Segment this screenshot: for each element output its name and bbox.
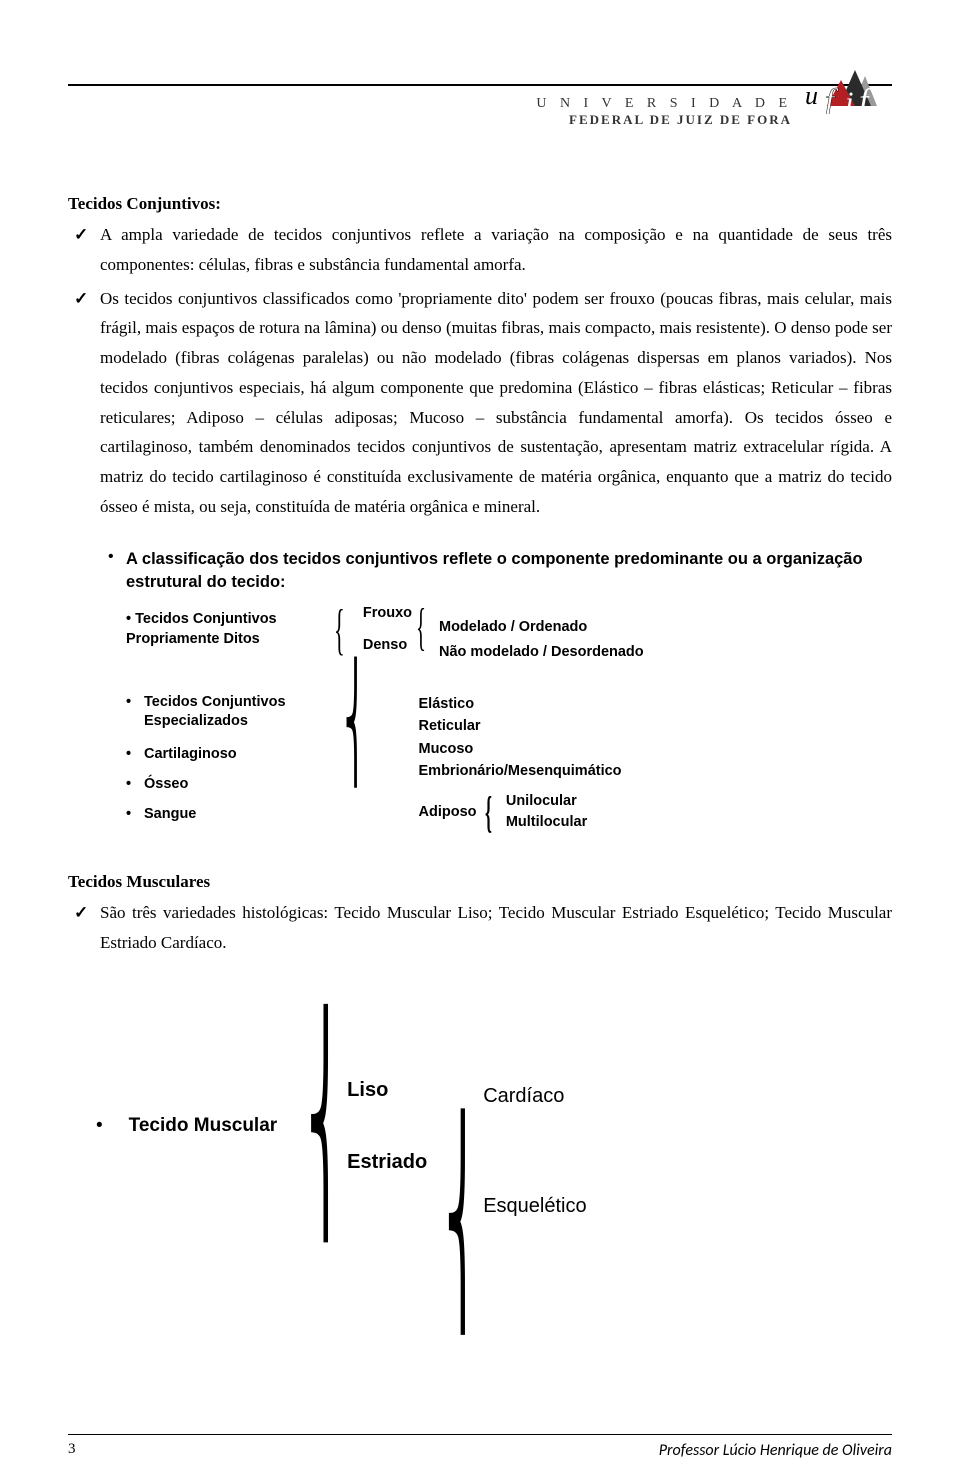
adiposo-unilocular: Unilocular bbox=[506, 791, 587, 813]
section-conjuntivos: Tecidos Conjuntivos: A ampla variedade d… bbox=[68, 194, 892, 522]
branch-denso: Denso bbox=[363, 630, 412, 662]
label-adiposo: Adiposo bbox=[419, 801, 477, 823]
brace-icon: ⎨ bbox=[307, 1056, 317, 1196]
sub-esqueletico: Esquelético bbox=[483, 1151, 586, 1261]
page-number: 3 bbox=[68, 1441, 76, 1460]
brace-icon: { bbox=[334, 605, 345, 655]
mid-elastico: Elástico bbox=[419, 693, 622, 715]
section-musculares: Tecidos Musculares São três variedades h… bbox=[68, 872, 892, 958]
list-item: Os tecidos conjuntivos classificados com… bbox=[68, 284, 892, 522]
svg-text:u: u bbox=[805, 81, 818, 110]
page-header: u f j f U N I V E R S I D A D E FEDERAL … bbox=[68, 84, 892, 164]
page-footer: 3 Professor Lúcio Henrique de Oliveira bbox=[68, 1434, 892, 1460]
section-title-conjuntivos: Tecidos Conjuntivos: bbox=[68, 194, 892, 214]
classification-diagram: • A classificação dos tecidos conjuntivo… bbox=[108, 548, 892, 836]
university-logo-block: u f j f U N I V E R S I D A D E FEDERAL … bbox=[536, 84, 892, 128]
branch-liso: Liso bbox=[347, 1054, 427, 1126]
university-name-line2: FEDERAL DE JUIZ DE FORA bbox=[536, 112, 792, 128]
diagram-group-propriamente: • Tecidos Conjuntivos Propriamente Ditos… bbox=[108, 595, 892, 664]
brace-icon: ⎨ bbox=[344, 689, 367, 757]
branch-frouxo: Frouxo bbox=[363, 598, 412, 630]
adiposo-multilocular: Multilocular bbox=[506, 812, 587, 834]
label-sangue: Sangue bbox=[126, 806, 350, 822]
label-especializados: Tecidos Conjuntivos Especializados bbox=[126, 693, 350, 732]
professor-name: Professor Lúcio Henrique de Oliveira bbox=[659, 1441, 892, 1460]
brace-icon: { bbox=[416, 607, 426, 649]
sub-nao-modelado: Não modelado / Desordenado bbox=[439, 640, 644, 665]
mid-embrionario: Embrionário/Mesenquimático bbox=[419, 760, 622, 782]
bullet-icon: • bbox=[96, 1115, 103, 1137]
musculares-list: São três variedades histológicas: Tecido… bbox=[68, 898, 892, 958]
diagram-group-especializados: Tecidos Conjuntivos Especializados Carti… bbox=[108, 693, 892, 836]
list-item: São três variedades histológicas: Tecido… bbox=[68, 898, 892, 958]
label-propriamente: Tecidos Conjuntivos Propriamente Ditos bbox=[126, 611, 277, 647]
label-cartilaginoso: Cartilaginoso bbox=[126, 746, 350, 762]
university-name-line1: U N I V E R S I D A D E bbox=[536, 96, 792, 112]
diagram-heading: A classificação dos tecidos conjuntivos … bbox=[126, 550, 863, 592]
label-osseo: Ósseo bbox=[126, 776, 350, 792]
brace-icon: { bbox=[485, 795, 492, 830]
mid-mucoso: Mucoso bbox=[419, 738, 622, 760]
branch-estriado: Estriado bbox=[347, 1126, 427, 1198]
ufjf-logo-icon: u f j f bbox=[797, 66, 897, 114]
conjuntivos-list: A ampla variedade de tecidos conjuntivos… bbox=[68, 220, 892, 522]
sub-cardiaco: Cardíaco bbox=[483, 1041, 586, 1151]
list-item: A ampla variedade de tecidos conjuntivos… bbox=[68, 220, 892, 280]
brace-icon: ⎨ bbox=[445, 1158, 455, 1291]
sub-modelado: Modelado / Ordenado bbox=[439, 615, 644, 640]
footer-rule bbox=[68, 1434, 892, 1435]
label-tecido-muscular: Tecido Muscular bbox=[129, 1115, 278, 1137]
mid-reticular: Reticular bbox=[419, 715, 622, 737]
muscular-diagram: • Tecido Muscular ⎨ Liso Estriado ⎨ Card… bbox=[96, 991, 892, 1261]
section-title-musculares: Tecidos Musculares bbox=[68, 872, 892, 892]
